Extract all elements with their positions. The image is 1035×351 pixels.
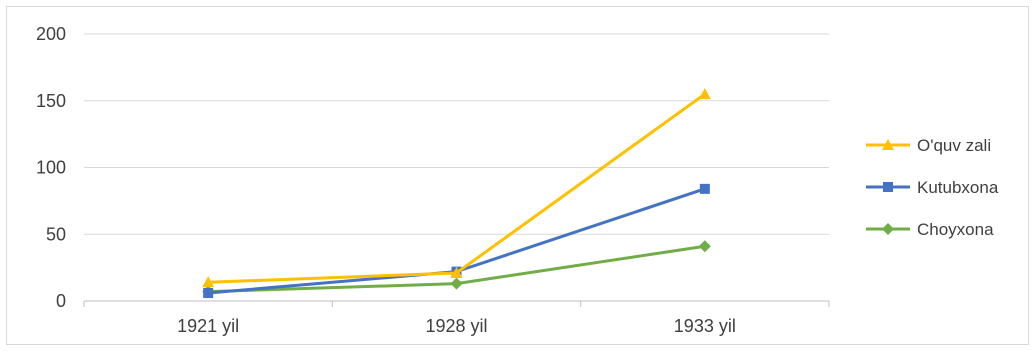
data-point — [698, 88, 711, 100]
legend-marker — [883, 182, 893, 192]
legend-label: Choyxona — [917, 220, 994, 239]
chart-area — [6, 6, 1029, 345]
y-tick-label: 50 — [46, 224, 66, 244]
data-point — [450, 266, 463, 278]
y-tick-label: 0 — [56, 291, 66, 311]
y-tick-label: 150 — [36, 91, 66, 111]
legend-label: O'quv zali — [917, 136, 991, 155]
x-tick-label: 1928 yil — [425, 316, 487, 336]
data-point — [203, 287, 214, 298]
legend-marker — [882, 223, 894, 235]
y-tick-label: 100 — [36, 158, 66, 178]
data-point — [699, 183, 710, 194]
y-tick-label: 200 — [36, 24, 66, 44]
data-point — [202, 276, 215, 288]
x-tick-label: 1921 yil — [177, 316, 239, 336]
data-point — [698, 240, 711, 253]
data-point — [450, 277, 463, 290]
legend-label: Kutubxona — [917, 178, 999, 197]
legend-marker — [882, 139, 894, 150]
series-line — [206, 92, 707, 284]
x-tick-label: 1933 yil — [674, 316, 736, 336]
